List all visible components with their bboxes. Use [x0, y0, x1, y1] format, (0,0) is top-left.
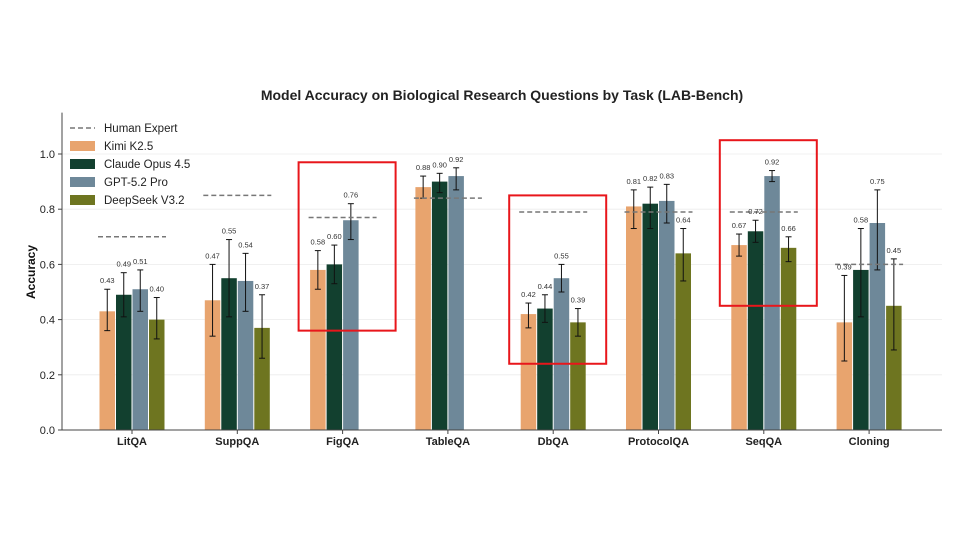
legend-label: DeepSeek V3.2 — [104, 195, 185, 207]
legend-label: Kimi K2.5 — [104, 141, 153, 153]
data-label: 0.64 — [676, 216, 691, 225]
bar — [836, 322, 853, 430]
data-label: 0.39 — [571, 296, 586, 305]
bar — [731, 245, 747, 430]
data-label: 0.90 — [432, 160, 447, 169]
y-axis-label: Accuracy — [24, 245, 38, 299]
bar — [626, 206, 642, 430]
x-tick-label: Cloning — [849, 436, 890, 448]
data-label: 0.82 — [643, 174, 658, 183]
x-tick-label: ProtocolQA — [628, 436, 689, 448]
bar — [537, 308, 553, 430]
bar — [659, 200, 675, 430]
data-label: 0.44 — [538, 282, 553, 291]
highlight-box — [718, 139, 818, 307]
x-tick-label: FigQA — [326, 436, 359, 448]
bar — [570, 322, 586, 430]
bar — [415, 187, 431, 430]
data-label: 0.66 — [781, 224, 796, 233]
bar — [853, 269, 869, 430]
grid — [62, 153, 942, 376]
highlight-boxes — [297, 139, 818, 365]
data-label: 0.37 — [255, 282, 270, 291]
bar — [254, 327, 270, 430]
bar — [149, 319, 165, 430]
data-label: 0.39 — [837, 262, 852, 271]
data-label: 0.54 — [238, 240, 253, 249]
data-label: 0.47 — [205, 251, 220, 260]
data-label: 0.43 — [100, 276, 115, 285]
bar — [310, 269, 326, 430]
data-label: 0.58 — [311, 238, 326, 247]
bar — [237, 280, 254, 430]
x-tick-label: SeqQA — [745, 436, 782, 448]
bar — [869, 223, 886, 430]
legend-swatch — [70, 195, 95, 205]
data-label: 0.92 — [449, 155, 464, 164]
data-label: 0.83 — [659, 171, 674, 180]
bar — [780, 247, 797, 430]
bar — [116, 294, 132, 430]
data-label: 0.76 — [344, 191, 359, 200]
bars — [99, 167, 902, 430]
data-label: 0.92 — [765, 158, 780, 167]
legend: Human Expert Kimi K2.5 Claude Opus 4.5 GPT-… — [70, 123, 190, 207]
bar — [204, 300, 221, 430]
legend-label: Claude Opus 4.5 — [104, 159, 190, 171]
bar — [764, 176, 780, 430]
bar — [886, 305, 902, 430]
y-tick-label: 1.0 — [40, 149, 55, 161]
data-label: 0.40 — [149, 285, 164, 294]
x-tick-label: DbQA — [538, 436, 569, 448]
data-label: 0.67 — [732, 221, 747, 230]
bar — [747, 231, 764, 430]
bar — [675, 253, 691, 430]
x-tick-label: TableQA — [426, 436, 470, 448]
bar — [448, 176, 464, 430]
bar — [642, 203, 658, 430]
legend-swatch — [70, 141, 95, 151]
legend-label: Human Expert — [104, 123, 178, 135]
bar — [221, 278, 237, 430]
data-label: 0.60 — [327, 232, 342, 241]
data-label: 0.45 — [887, 246, 902, 255]
highlight-box — [297, 161, 397, 332]
data-label: 0.51 — [133, 257, 148, 266]
legend-swatch — [70, 177, 95, 187]
bar — [553, 278, 570, 430]
data-label: 0.42 — [521, 290, 536, 299]
legend-label: GPT-5.2 Pro — [104, 177, 168, 189]
data-label: 0.55 — [554, 251, 569, 260]
x-tick-label: SuppQA — [215, 436, 259, 448]
data-label: 0.88 — [416, 163, 431, 172]
bar — [326, 264, 343, 430]
y-tick-label: 0.0 — [40, 425, 55, 437]
bar — [431, 181, 448, 430]
data-label: 0.49 — [116, 260, 131, 269]
human-expert-lines — [98, 194, 904, 266]
data-labels: 0.430.49 0.510.400.470.550.540.370.580.60… — [100, 155, 901, 305]
y-tick-label: 0.2 — [40, 370, 55, 382]
data-label: 0.72 — [748, 207, 763, 216]
y-tick-label: 0.6 — [40, 259, 55, 271]
chart-title: Model Accuracy on Biological Research Qu… — [261, 87, 743, 103]
x-tick-label: LitQA — [117, 436, 147, 448]
y-tick-label: 0.8 — [40, 204, 55, 216]
bar — [132, 289, 148, 430]
bar — [99, 311, 115, 430]
legend-swatch — [70, 159, 95, 169]
data-label: 0.81 — [626, 177, 641, 186]
bar — [520, 314, 537, 430]
data-label: 0.58 — [854, 216, 869, 225]
highlight-box — [508, 194, 608, 365]
data-label: 0.75 — [870, 177, 885, 186]
bar — [343, 220, 359, 430]
data-label: 0.55 — [222, 227, 237, 236]
axes: 0.0 0.2 0.4 0.6 0.8 1.0 LitQA SuppQA FigQA TableQ… — [40, 112, 942, 448]
y-tick-label: 0.4 — [40, 315, 55, 327]
